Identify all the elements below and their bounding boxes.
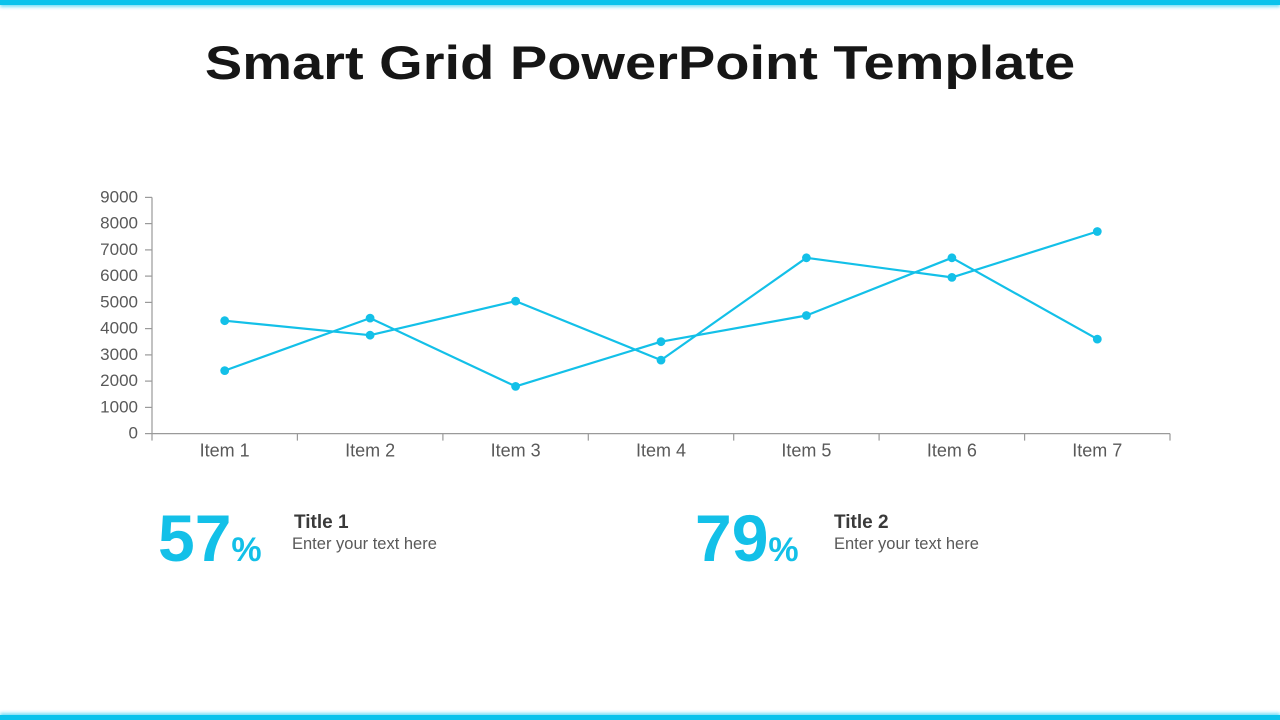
svg-text:7000: 7000	[100, 240, 138, 259]
svg-text:9000: 9000	[100, 187, 138, 206]
svg-text:Item 3: Item 3	[491, 440, 541, 460]
svg-text:5000: 5000	[100, 292, 138, 311]
svg-text:3000: 3000	[100, 345, 138, 364]
svg-text:8000: 8000	[100, 214, 138, 233]
svg-text:Item 7: Item 7	[1072, 440, 1122, 460]
svg-text:Item 4: Item 4	[636, 440, 686, 460]
svg-text:Item 6: Item 6	[927, 440, 977, 460]
svg-text:6000: 6000	[100, 266, 138, 285]
svg-text:Item 2: Item 2	[345, 440, 395, 460]
svg-text:4000: 4000	[100, 319, 138, 338]
svg-text:Item 5: Item 5	[781, 440, 831, 460]
svg-text:Item 1: Item 1	[200, 440, 250, 460]
svg-text:0: 0	[129, 424, 138, 443]
svg-text:1000: 1000	[100, 397, 138, 416]
svg-text:2000: 2000	[100, 371, 138, 390]
